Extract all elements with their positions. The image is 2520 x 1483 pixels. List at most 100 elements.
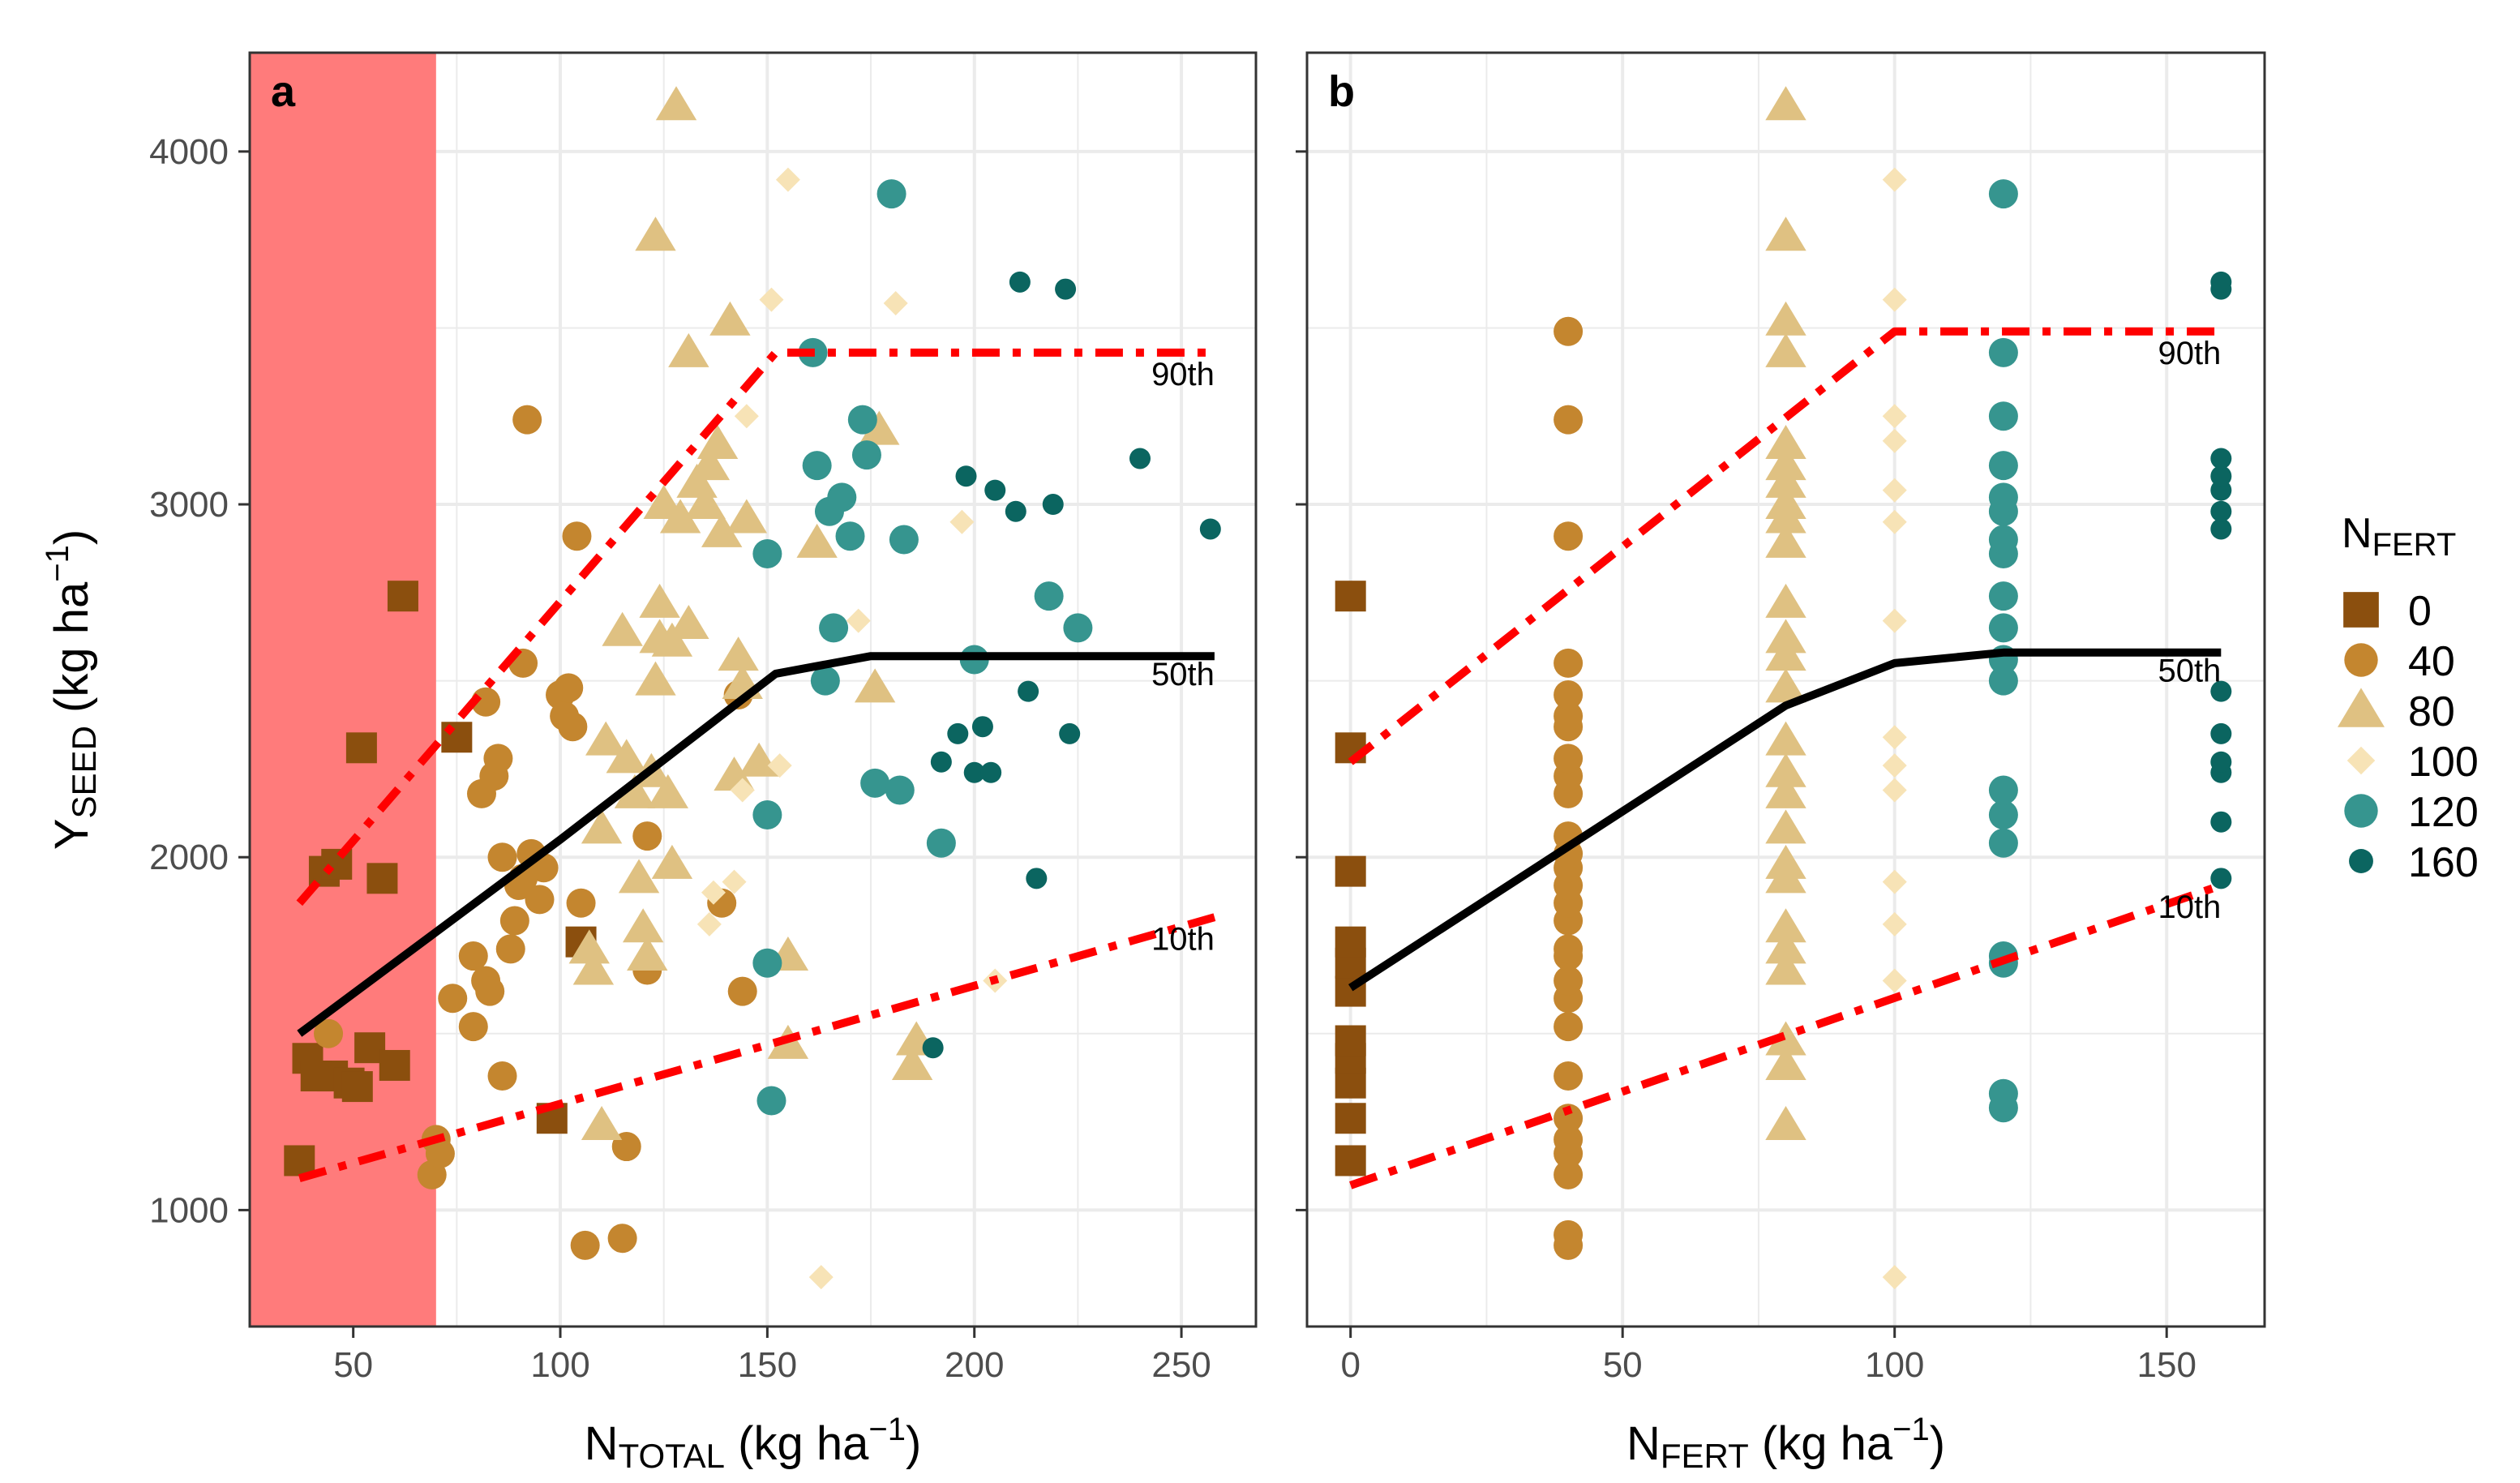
data-point-nfert-40 bbox=[1554, 521, 1584, 551]
x-axis-title: NFERT (kg ha−1) bbox=[1626, 1412, 1945, 1475]
quantile-line-50th bbox=[1348, 648, 2222, 992]
data-point-nfert-40 bbox=[425, 1138, 455, 1168]
data-point-nfert-0 bbox=[379, 1049, 410, 1081]
data-point-nfert-100 bbox=[1882, 428, 1907, 453]
data-point-nfert-120 bbox=[1988, 799, 2018, 829]
data-point-nfert-100 bbox=[1882, 911, 1907, 937]
data-point-nfert-40 bbox=[1554, 701, 1584, 731]
data-point-nfert-40 bbox=[1554, 1104, 1584, 1134]
data-point-nfert-160 bbox=[1026, 868, 1048, 889]
data-point-nfert-80 bbox=[1765, 721, 1806, 756]
data-point-nfert-120 bbox=[847, 405, 877, 435]
x-tick-label: 50 bbox=[333, 1345, 373, 1385]
x-tick-label: 150 bbox=[2137, 1345, 2196, 1385]
legend-key-80 bbox=[2338, 688, 2385, 727]
data-point-nfert-80 bbox=[668, 604, 709, 639]
data-point-nfert-40 bbox=[566, 888, 596, 918]
quantile-label-50th: 50th bbox=[1151, 657, 1215, 692]
data-point-nfert-40 bbox=[458, 1012, 488, 1042]
data-point-nfert-120 bbox=[752, 948, 782, 978]
data-point-nfert-120 bbox=[835, 521, 865, 551]
data-point-nfert-120 bbox=[885, 775, 915, 805]
data-point-nfert-40 bbox=[558, 712, 588, 742]
data-point-nfert-0 bbox=[284, 1145, 315, 1177]
data-point-nfert-0 bbox=[1335, 581, 1366, 612]
quantile-line-10th bbox=[298, 913, 1216, 1183]
panel-a-points bbox=[284, 86, 1221, 1290]
data-point-nfert-80 bbox=[688, 446, 731, 481]
data-point-nfert-80 bbox=[1765, 485, 1806, 520]
data-point-nfert-40 bbox=[512, 405, 542, 435]
data-point-nfert-80 bbox=[647, 774, 689, 808]
data-point-nfert-40 bbox=[1554, 648, 1584, 678]
data-point-nfert-120 bbox=[1988, 179, 2018, 209]
data-point-nfert-120 bbox=[851, 440, 881, 470]
data-point-nfert-0 bbox=[1335, 1025, 1366, 1057]
data-point-nfert-120 bbox=[819, 613, 849, 643]
panel-a-quantile-lines: 90th 50th 10th bbox=[296, 348, 1216, 1183]
data-point-nfert-100 bbox=[1882, 1265, 1907, 1290]
data-point-nfert-80 bbox=[1765, 425, 1806, 460]
data-point-nfert-120 bbox=[1988, 401, 2018, 431]
quantile-label-50th: 50th bbox=[2158, 654, 2221, 689]
data-point-nfert-80 bbox=[891, 1045, 933, 1080]
data-point-nfert-80 bbox=[602, 611, 643, 646]
data-point-nfert-80 bbox=[1765, 463, 1806, 498]
data-point-nfert-80 bbox=[1765, 774, 1806, 808]
x-tick-label: 250 bbox=[1151, 1345, 1211, 1385]
data-point-nfert-120 bbox=[926, 828, 956, 858]
data-point-nfert-80 bbox=[796, 523, 838, 558]
data-point-nfert-120 bbox=[889, 525, 919, 555]
data-point-nfert-40 bbox=[483, 744, 513, 774]
data-point-nfert-40 bbox=[458, 941, 488, 971]
legend-key-0 bbox=[2343, 592, 2379, 628]
data-point-nfert-0 bbox=[345, 732, 377, 764]
data-point-nfert-80 bbox=[1765, 446, 1806, 481]
data-point-nfert-80 bbox=[1765, 583, 1806, 618]
quantile-line-50th bbox=[297, 652, 1215, 1037]
data-point-nfert-40 bbox=[525, 885, 555, 915]
data-point-nfert-160 bbox=[2210, 751, 2232, 773]
x-tick-label: 50 bbox=[1603, 1345, 1643, 1385]
data-point-nfert-40 bbox=[1554, 405, 1584, 435]
panel-frame bbox=[1305, 51, 2266, 1328]
data-point-nfert-80 bbox=[651, 622, 693, 657]
data-point-nfert-160 bbox=[971, 716, 993, 738]
data-point-nfert-160 bbox=[1055, 278, 1077, 300]
data-point-nfert-0 bbox=[387, 581, 418, 612]
data-point-nfert-100 bbox=[759, 287, 784, 312]
data-point-nfert-40 bbox=[562, 521, 592, 551]
data-point-nfert-80 bbox=[1765, 301, 1806, 336]
data-point-nfert-100 bbox=[1882, 968, 1907, 993]
quantile-label-90th: 90th bbox=[1151, 357, 1215, 392]
data-point-nfert-80 bbox=[572, 950, 615, 985]
x-tick-label: 150 bbox=[738, 1345, 797, 1385]
data-point-nfert-40 bbox=[1554, 316, 1584, 346]
data-point-nfert-100 bbox=[722, 869, 747, 894]
data-point-nfert-40 bbox=[438, 984, 468, 1014]
data-point-nfert-80 bbox=[606, 739, 647, 774]
legend-label-160: 160 bbox=[2408, 839, 2479, 886]
data-point-nfert-80 bbox=[585, 721, 627, 756]
data-point-nfert-0 bbox=[1335, 855, 1366, 887]
data-point-nfert-40 bbox=[554, 673, 584, 703]
data-point-nfert-80 bbox=[614, 774, 656, 808]
data-point-nfert-80 bbox=[726, 499, 768, 534]
data-point-nfert-40 bbox=[1554, 1061, 1584, 1091]
data-point-nfert-80 bbox=[1765, 1045, 1806, 1080]
data-point-nfert-40 bbox=[632, 821, 662, 851]
data-point-nfert-100 bbox=[1882, 287, 1907, 312]
data-point-nfert-80 bbox=[639, 583, 680, 618]
data-point-nfert-100 bbox=[1882, 725, 1907, 750]
data-point-nfert-100 bbox=[1882, 167, 1907, 192]
data-point-nfert-120 bbox=[810, 666, 840, 696]
panel-a-axes: a 50 100 150 200 250 1000 2000 3000 4000 NTOTAL (k… bbox=[40, 51, 1258, 1475]
data-point-nfert-160 bbox=[955, 465, 977, 487]
data-point-nfert-160 bbox=[2210, 271, 2232, 293]
y-axis-title: YSEED (kg ha−1) bbox=[40, 529, 103, 850]
data-point-nfert-120 bbox=[802, 451, 832, 481]
data-point-nfert-100 bbox=[1882, 778, 1907, 803]
data-point-nfert-80 bbox=[1765, 619, 1806, 654]
data-point-nfert-80 bbox=[696, 425, 739, 460]
